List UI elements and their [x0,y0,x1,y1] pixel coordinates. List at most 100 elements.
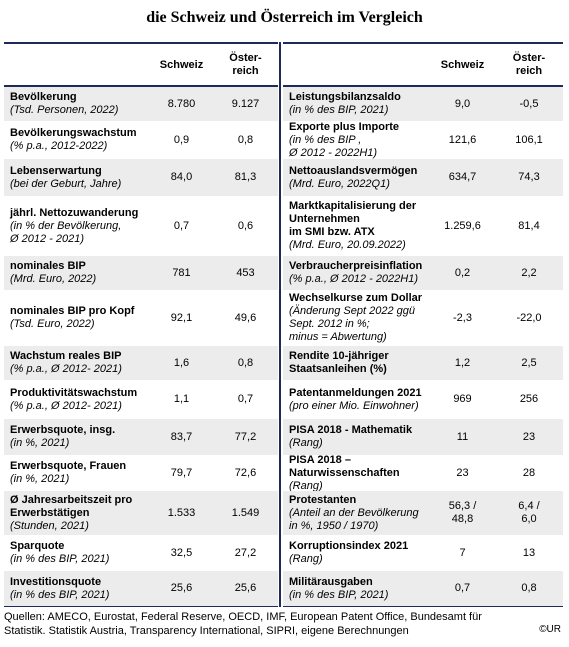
header-top-rule [283,42,563,44]
text-line: 256 [519,393,539,405]
text-line: 77,2 [234,430,257,443]
row-band [283,346,563,380]
row-band [4,346,278,380]
text-line: (Rang) [289,553,323,565]
text-line: (Änderung Sept 2022 ggü [289,305,415,317]
text-line: reich [232,65,259,77]
text-line: Bevölkerung [10,91,77,103]
text-line: Wechselkurse zum Dollar [289,292,423,304]
text-line: Erwerbstätigen [10,506,90,519]
text-line: Schweiz [440,58,485,71]
value-cell: 28 [495,456,563,490]
value-cell: 2,2 [495,256,563,290]
text-line: 0,7 [173,219,190,232]
text-line: Öster- [512,52,546,64]
text-line: (Stunden, 2021) [10,519,89,532]
bottom-rule [283,606,563,607]
text-line: (Rang) [289,479,323,492]
row-label: Erwerbsquote, insg. (in %, 2021) [4,419,150,455]
text-line: 781 [172,266,191,279]
text-line: 0,8 [237,133,254,146]
text-line: 13 [522,546,536,559]
text-line: (% p.a., 2012-2022) [10,140,108,152]
value-cell: 0,8 [495,571,563,606]
text-line: (Mrd. Euro, 2022Q1) [289,177,390,190]
text-line: (in % des BIP, 2021) [10,553,110,565]
text-line: 2,5 [521,356,537,369]
text-line: 1.533 [167,506,196,519]
column-header: Schweiz [430,44,495,86]
value-cell: 49,6 [213,291,278,345]
text-line: 969 [453,393,472,405]
text-line: Ø Jahresarbeitszeit pro [10,493,133,506]
text-line: nominales BIP [10,260,86,272]
value-cell: -22,0 [495,291,563,345]
title: die Schweiz und Österreich im Vergleich [146,9,423,26]
text-line: 0,2 [454,266,471,279]
text-line: Bevölkerungswachstum [10,127,137,139]
value-cell: 79,7 [150,456,213,490]
text-line: 9,0 [454,97,471,110]
value-cell: 92,1 [150,291,213,345]
value-cell: 81,4 [495,197,563,255]
value-cell: 1,6 [150,346,213,380]
row-band [283,571,563,606]
text-line: Naturwissenschaften [289,466,400,479]
row-band [4,491,278,535]
text-line: -2,3 [453,311,472,324]
value-cell: 1.533 [150,491,213,535]
text-line: 83,7 [170,430,193,443]
value-cell: 9,0 [430,87,495,121]
text-line: (in % des BIP, 2021) [289,104,389,116]
text-line: 8.780 [167,97,196,110]
value-cell: 25,6 [150,571,213,606]
row-label: Lebenserwartung (bei der Geburt, Jahre) [4,159,150,196]
row-band [283,159,563,196]
text-line: (% p.a., Ø 2012- 2021) [10,399,122,412]
text-line: 56,3 / [448,500,477,512]
row-label: Erwerbsquote, Frauen (in %, 2021) [4,456,150,490]
row-label: Marktkapitalisierung der Unternehmen im SM… [283,197,430,255]
text-line: Lebenserwartung [10,164,102,177]
text-line: 121,6 [448,133,477,146]
row-label: Verbraucherpreisinflation (% p.a., Ø 2012… [283,256,430,290]
text-line: 0,7 [237,393,254,405]
text-line: Wachstum reales BIP [10,350,122,362]
text-line: 1,2 [454,356,471,369]
text-line: (in % des BIP, 2021) [10,588,110,601]
row-label: Ø Jahresarbeitszeit pro Erwerbstätigen (St… [4,491,150,535]
value-cell: 9.127 [213,87,278,121]
text-line: 23 [456,466,469,479]
row-label: Militärausgaben (in % des BIP, 2021) [283,571,430,606]
value-cell: -2,3 [430,291,495,345]
value-cell: 6,4 /6,0 [495,491,563,535]
text-line: Marktkapitalisierung der [289,200,417,212]
text-line: 74,3 [518,171,540,183]
row-label: Wachstum reales BIP (% p.a., Ø 2012- 2021… [4,346,150,380]
row-label: Sparquote (in % des BIP, 2021) [4,536,150,570]
text-line: Leistungsbilanzsaldo [289,91,401,103]
row-band [4,571,278,606]
bottom-rule [4,606,278,607]
value-cell: 1.259,6 [430,197,495,255]
text-line: 81,4 [518,219,540,232]
value-cell: 83,7 [150,419,213,455]
text-line: 1.549 [231,506,260,519]
row-label: Exporte plus Importe (in % des BIP ,Ø 201… [283,121,430,159]
header-bottom-rule [283,85,563,87]
text-line: 0,8 [521,582,537,594]
text-line: nominales BIP pro Kopf [10,305,135,317]
row-band [283,256,563,290]
value-cell: 121,6 [430,122,495,158]
text-line: PISA 2018 – [289,453,351,466]
text-line: (in % des BIP, 2021) [289,588,389,601]
row-label: jährl. Nettozuwanderung (in % der Bevölke… [4,197,150,255]
text-line: Rendite 10-jähriger [289,350,389,362]
value-cell: 27,2 [213,536,278,570]
value-cell: 1,2 [430,346,495,380]
text-line: Korruptionsindex 2021 [289,540,409,552]
row-band [4,159,278,196]
text-line: 2,2 [521,266,537,279]
row-band [4,419,278,455]
text-line: 453 [236,266,255,279]
